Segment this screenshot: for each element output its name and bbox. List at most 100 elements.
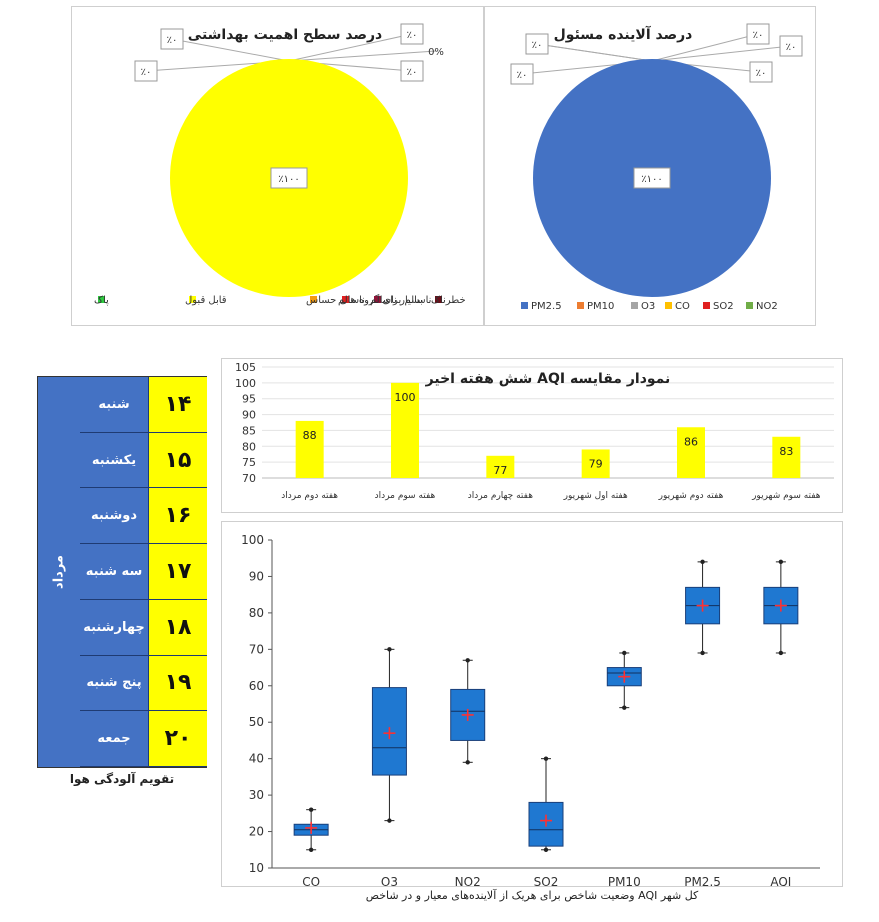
calendar-day-name: یکشنبه (80, 432, 149, 488)
legend-label: PM10 (587, 301, 614, 312)
y-tick-label: 95 (242, 393, 256, 406)
calendar-row: پنج شنبه ۱۹ (80, 655, 207, 712)
x-category-label: هفته سوم شهریور (751, 491, 821, 501)
x-category-label: هفته سوم مرداد (375, 491, 436, 501)
calendar-month-column: مرداد (38, 377, 81, 767)
bar (581, 449, 610, 478)
legend-swatch (342, 296, 349, 303)
slice-percent-callout: ٪۰ (753, 30, 764, 41)
legend-label: پاک (94, 295, 109, 306)
boxplot-caption: وضعیت شاخص برای هریک از آلاینده‌های معیا… (365, 889, 699, 902)
x-category-label: AQI (770, 875, 791, 886)
legend-label: NO2 (756, 301, 778, 312)
min-point (308, 847, 314, 852)
y-tick-label: 90 (242, 409, 256, 422)
calendar-day-name: جمعه (80, 711, 149, 766)
x-category-label: هفته چهارم مرداد (468, 491, 533, 501)
y-tick-label: 85 (242, 424, 256, 437)
bar-data-label: 100 (395, 391, 416, 404)
calendar-day-number: ۱۶ (149, 488, 207, 544)
y-tick-label: 30 (249, 788, 264, 802)
center-label: ٪۱۰۰ (641, 174, 662, 185)
x-category-label: NO2 (455, 875, 481, 886)
max-point (700, 559, 705, 565)
calendar-day-name: شنبه (80, 377, 149, 432)
y-tick-label: 100 (235, 377, 256, 390)
calendar-day-name: چهارشنبه (80, 599, 149, 655)
max-point (543, 756, 549, 761)
calendar-day-name: سه شنبه (80, 544, 149, 599)
y-tick-label: 80 (242, 440, 256, 453)
aqi-bar-panel: 70 75 80 85 90 95 100 105 88 هفته دوم مرداد 100 هفت… (221, 358, 843, 513)
calendar-row: شنبه ۱۴ (80, 377, 207, 433)
calendar-row: چهارشنبه ۱۸ (80, 599, 207, 656)
callout-box (746, 23, 770, 45)
y-tick-label: 40 (249, 752, 264, 766)
legend-swatch (374, 296, 381, 303)
y-tick-label: 105 (235, 361, 256, 374)
callout-box (525, 33, 549, 55)
calendar-row: یکشنبه ۱۵ (80, 432, 207, 489)
slice-percent-callout: ٪۰ (786, 42, 797, 53)
legend-swatch (98, 296, 105, 303)
legend-swatch (631, 302, 638, 309)
y-tick-label: 80 (249, 606, 264, 620)
y-tick-label: 100 (241, 533, 264, 547)
bar (391, 382, 419, 478)
x-category-label: O3 (381, 875, 398, 886)
y-tick-label: 70 (249, 642, 264, 656)
pollutant-pie-panel: درصد آلاینده مسئول٪۱۰۰٪۰٪۰٪۰٪۰٪۰٪۰PM2.5P… (484, 6, 816, 326)
center-label-box (633, 167, 671, 189)
bar (295, 420, 324, 478)
slice-percent-callout: ٪۰ (532, 40, 543, 51)
max-point (308, 807, 314, 812)
calendar-row: سه شنبه ۱۷ (80, 544, 207, 600)
x-category-label: PM10 (608, 875, 641, 886)
legend-swatch (746, 302, 753, 309)
legend-label: بسیار ناسالم (370, 295, 423, 306)
legend-label: O3 (641, 301, 655, 312)
calendar-caption: تقویم آلودگی هوا (69, 772, 175, 786)
callout-leader-line (651, 45, 792, 62)
bar-data-label: 88 (303, 429, 317, 442)
y-tick-label: 50 (249, 715, 264, 729)
callout-box (779, 35, 803, 57)
slice-percent-callout: ٪۰ (141, 67, 152, 78)
bar-data-label: 86 (684, 435, 698, 448)
callout-box (749, 61, 773, 83)
legend-swatch (577, 302, 584, 309)
calendar-row: دوشنبه ۱۶ (80, 488, 207, 545)
min-point (778, 650, 784, 656)
pollutant-boxplot-panel: 10 20 30 40 50 60 70 80 90 100 CO O3 NO2 SO2 PM10 PM2.5… (221, 521, 843, 889)
calendar-month-label: مرداد (51, 555, 67, 589)
calendar-day-number: ۱۵ (149, 432, 207, 488)
callout-leader-line (288, 50, 437, 62)
y-tick-label: 20 (249, 825, 264, 839)
bar (772, 436, 801, 478)
calendar-day-name: پنج شنبه (80, 655, 149, 711)
legend-swatch (189, 296, 196, 303)
health-level-pie-panel: درصد سطح اهمیت بهداشتی ٪۱۰۰ ٪۰ ٪۰ ٪۰ 0% ٪۰ پاک ق… (71, 6, 484, 326)
callout-box (400, 23, 424, 45)
slice-percent-callout: ٪۰ (407, 67, 418, 78)
x-category-label: CO (302, 875, 320, 886)
slice-percent-callout: ٪۰ (756, 68, 767, 79)
slice-percent-callout: ٪۰ (517, 70, 528, 81)
x-category-label: هفته اول شهریور (563, 491, 628, 501)
y-tick-label: 90 (249, 569, 264, 583)
legend-label: PM2.5 (531, 301, 562, 312)
y-tick-label: 10 (249, 861, 264, 875)
legend-swatch (521, 302, 528, 309)
health-level-pie-chart: درصد سطح اهمیت بهداشتی ٪۱۰۰ ٪۰ ٪۰ ٪۰ 0% ٪۰ پاک ق… (94, 23, 466, 306)
legend-label: SO2 (713, 301, 734, 312)
callout-leader-line (536, 43, 653, 62)
slice-percent-callout: 0% (428, 47, 444, 58)
legend-swatch (435, 296, 442, 303)
legend-swatch (703, 302, 710, 309)
legend-label: خطرناک (431, 295, 466, 306)
min-point (622, 705, 627, 710)
calendar-day-number: ۱۹ (149, 655, 207, 711)
bar-data-label: 77 (493, 464, 507, 477)
pollutant-boxplot-chart: 10 20 30 40 50 60 70 80 90 100 CO O3 NO2 SO2 PM10 PM2.5… (241, 533, 820, 889)
bar (486, 455, 515, 478)
